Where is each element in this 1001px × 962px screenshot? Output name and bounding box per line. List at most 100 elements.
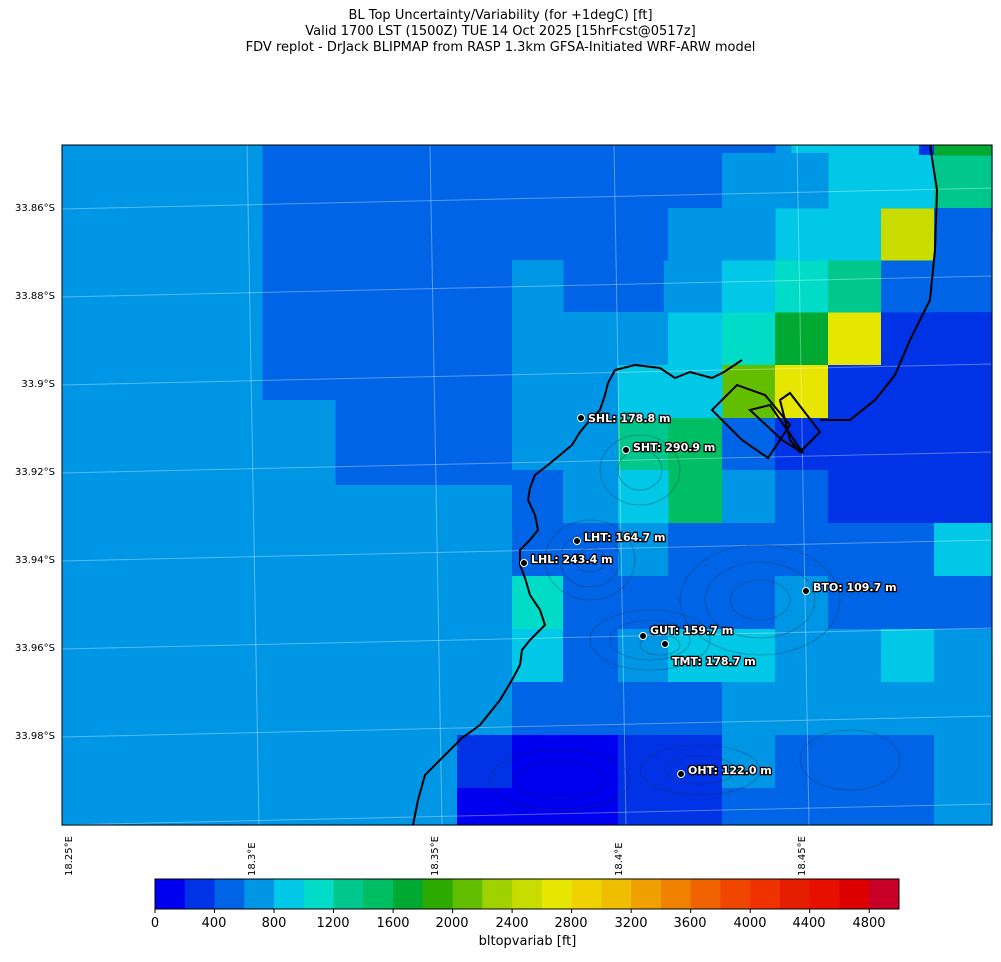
heatmap-cell <box>299 145 318 231</box>
heatmap-cell <box>189 230 209 316</box>
heatmap-cell <box>408 485 428 571</box>
colorbar-swatch <box>274 879 305 909</box>
heatmap-cell <box>62 400 81 486</box>
heatmap-cell <box>335 740 355 826</box>
colorbar-swatch <box>333 879 364 909</box>
heatmap-cell <box>563 576 619 630</box>
colorbar-swatch <box>779 879 811 909</box>
station-label: LHT: 164.7 m <box>584 531 665 544</box>
heatmap-cell <box>934 145 993 156</box>
colorbar-swatch <box>750 879 781 909</box>
colorbar-tick-label: 3200 <box>614 916 648 931</box>
heatmap-cell <box>226 570 245 656</box>
heatmap-cell <box>372 485 391 571</box>
heatmap-cell <box>134 315 154 401</box>
colorbar-swatch <box>214 879 245 909</box>
heatmap-cell <box>134 570 154 656</box>
title-line-2: Valid 1700 LST (1500Z) TUE 14 Oct 2025 [… <box>305 24 696 39</box>
heatmap-cell <box>171 655 191 741</box>
heatmap-cell <box>463 570 483 656</box>
heatmap-cell <box>668 523 723 577</box>
heatmap-cell <box>722 735 776 789</box>
heatmap-cell <box>563 682 619 736</box>
colorbar-tick-label: 2000 <box>435 916 469 931</box>
station-marker <box>622 446 630 454</box>
colorbar-tick-label: 2400 <box>495 916 529 931</box>
heatmap-cell <box>426 400 446 486</box>
heatmap-cell <box>244 315 264 401</box>
station-label: BTO: 109.7 m <box>813 581 897 594</box>
heatmap-cell <box>116 570 136 656</box>
heatmap-cell <box>353 485 373 571</box>
heatmap-cell <box>98 315 118 401</box>
heatmap-cell <box>280 570 300 656</box>
heatmap-cell <box>881 576 935 630</box>
heatmap-cell <box>98 570 118 656</box>
heatmap-cell <box>353 655 373 741</box>
heatmap-cell <box>116 655 136 741</box>
heatmap-cell <box>463 400 483 486</box>
heatmap-cell <box>934 788 993 826</box>
heatmap-cell <box>226 740 245 826</box>
colorbar-swatch <box>303 879 334 909</box>
chart-title: BL Top Uncertainty/Variability (for +1de… <box>0 8 1001 56</box>
heatmap-cell <box>80 145 100 231</box>
heatmap-cell <box>317 315 337 401</box>
heatmap-cell <box>775 523 829 577</box>
station-label: SHL: 178.8 m <box>588 412 670 425</box>
heatmap-cell <box>668 629 723 683</box>
station-marker <box>639 632 647 640</box>
heatmap-cell <box>463 485 483 571</box>
heatmap-cell <box>408 570 428 656</box>
heatmap-cell <box>828 629 882 683</box>
heatmap-cell <box>280 230 300 316</box>
heatmap-cell <box>618 523 669 577</box>
colorbar-swatch <box>541 879 573 909</box>
colorbar <box>154 878 900 913</box>
station-label: SHT: 290.9 m <box>633 441 715 454</box>
heatmap-cell <box>317 485 337 571</box>
colorbar-swatch <box>393 879 424 909</box>
colorbar-swatch <box>631 879 662 909</box>
heatmap-cell <box>934 735 993 789</box>
heatmap-cell <box>335 145 355 231</box>
heatmap-cell <box>226 315 245 401</box>
heatmap-cell <box>207 315 227 401</box>
heatmap-cell <box>444 400 464 486</box>
heatmap-cell <box>457 735 513 789</box>
heatmap-cell <box>153 655 173 741</box>
heatmap-cell <box>317 230 337 316</box>
heatmap-cell <box>153 570 173 656</box>
heatmap-cell <box>317 570 337 656</box>
colorbar-swatch <box>660 879 692 909</box>
map-frame <box>61 144 993 826</box>
heatmap-cell <box>881 260 935 313</box>
heatmap-cell <box>171 400 191 486</box>
heatmap-cell <box>668 208 723 313</box>
colorbar-swatch <box>720 879 751 909</box>
colorbar-label: bltopvariab [ft] <box>478 934 577 949</box>
heatmap-cell <box>189 570 209 656</box>
heatmap-cell <box>668 418 723 524</box>
heatmap-cell <box>98 400 118 486</box>
heatmap-cell <box>828 470 882 524</box>
colorbar-swatch <box>690 879 721 909</box>
colorbar-swatch <box>422 879 453 909</box>
heatmap-cell <box>426 655 446 741</box>
colorbar-swatch <box>512 879 543 909</box>
heatmap-cell <box>171 485 191 571</box>
lon-tick-label: 18.3°E <box>247 842 258 876</box>
heatmap-cell <box>775 576 829 630</box>
heatmap-cell <box>80 655 100 741</box>
heatmap-cell <box>722 470 776 524</box>
colorbar-tick-label: 1200 <box>316 916 350 931</box>
colorbar-tick-label: 1600 <box>376 916 410 931</box>
heatmap-cell <box>116 315 136 401</box>
coastline <box>412 144 939 826</box>
heatmap-cell <box>317 145 337 231</box>
heatmap-cell <box>116 400 136 486</box>
heatmap-cell <box>828 312 882 366</box>
heatmap-cell <box>244 740 264 826</box>
heatmap-cell <box>62 230 81 316</box>
heatmap-cell <box>444 655 464 741</box>
